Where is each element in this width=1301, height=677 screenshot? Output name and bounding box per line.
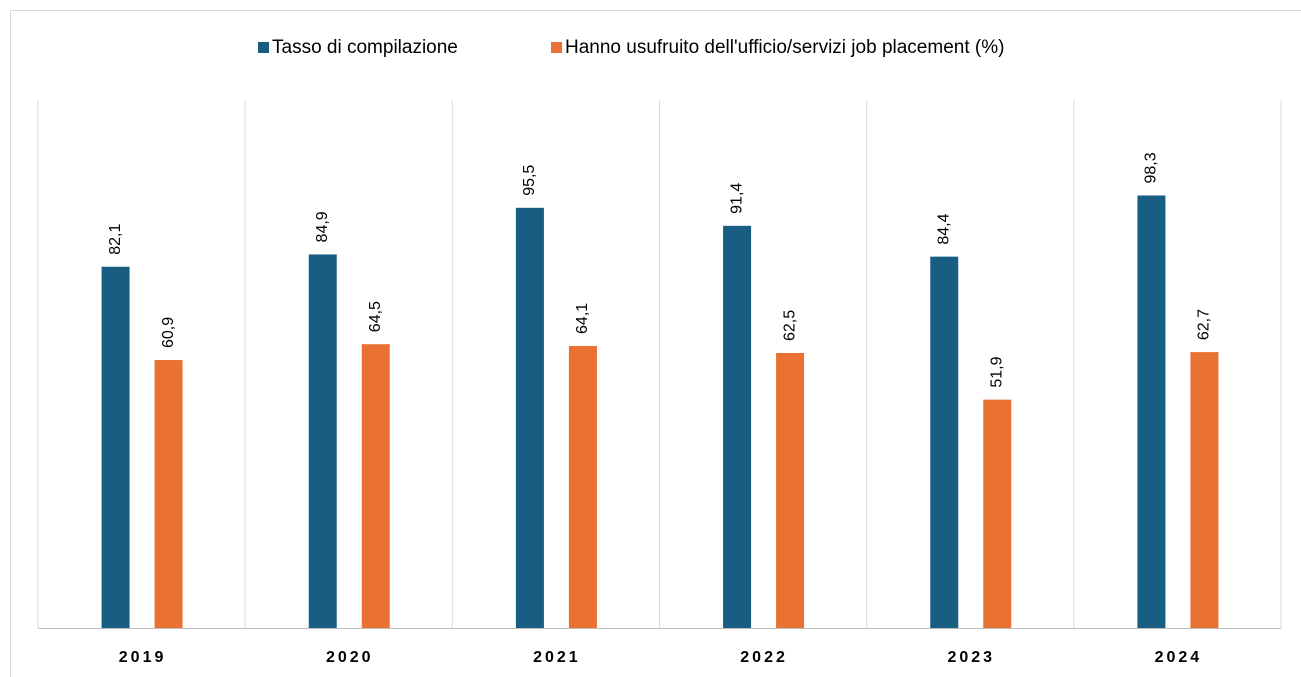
bar [1137,195,1166,629]
bar [515,207,544,629]
legend-swatch [258,42,269,53]
legend-label: Tasso di compilazione [272,37,458,58]
bar [361,344,390,628]
data-label: 98,3 [1143,152,1160,183]
bar [930,256,959,628]
bar [983,399,1012,628]
data-label: 82,1 [107,224,124,255]
x-tick-label: 2020 [326,649,374,666]
data-label: 84,4 [935,213,952,244]
legend-swatch [551,42,562,53]
bar [723,225,752,628]
x-tick-label: 2024 [1155,649,1203,666]
data-label: 62,7 [1196,309,1213,340]
data-label: 62,5 [781,310,798,341]
x-tick-label: 2023 [947,649,995,666]
data-label: 91,4 [728,183,745,214]
bar [1190,352,1219,628]
bar [154,360,183,628]
bar [568,345,597,628]
legend-label: Hanno usufruito dell'ufficio/servizi job… [565,37,1004,58]
data-label: 60,9 [160,317,177,348]
bar [101,266,130,628]
data-label: 64,5 [367,301,384,332]
data-label: 51,9 [988,356,1005,387]
x-tick-label: 2022 [740,649,788,666]
x-tick-label: 2019 [119,649,167,666]
data-label: 64,1 [574,303,591,334]
data-label: 95,5 [521,165,538,196]
data-label: 84,9 [314,211,331,242]
x-tick-label: 2021 [533,649,581,666]
bar [308,254,337,628]
bar [776,353,805,628]
